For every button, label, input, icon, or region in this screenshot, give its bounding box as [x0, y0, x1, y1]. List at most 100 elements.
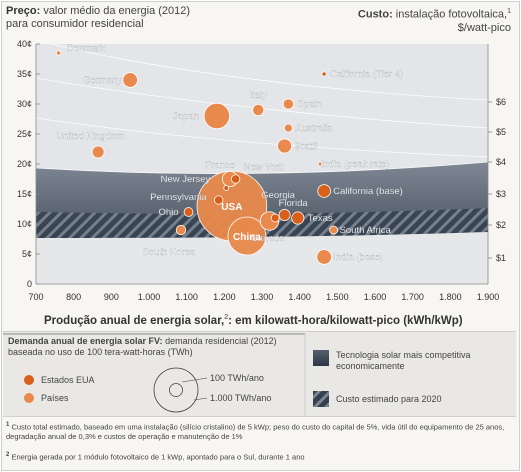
y2-tick-label: $5 [496, 127, 506, 137]
x-tick-label: 900 [104, 292, 119, 302]
x-axis-title-rest: : em kilowatt-hora/kilowatt-pico (kWh/kW… [228, 314, 463, 327]
label-india-peak-rate: India (peak rate) [320, 159, 389, 170]
iso-cost-curve-1 [35, 39, 489, 101]
y-tick-label: 35¢ [17, 69, 32, 79]
label-georgia: Georgia [261, 190, 296, 201]
x-tick-label: 1.300 [251, 292, 274, 302]
bubble-brazil [277, 138, 293, 154]
y-tick-label: 15¢ [17, 189, 32, 199]
x-tick-label: 1.100 [175, 292, 198, 302]
y-axis-title-bold: Preço: [6, 5, 41, 17]
plot-area-lower [36, 232, 488, 284]
legend-competitive-label: Tecnologia solar mais competitiva econom… [336, 350, 471, 371]
x-tick-label: 1.800 [439, 292, 462, 302]
label-california-tier-4: California (Tier 4) [330, 69, 403, 80]
legend-us-states-label: Estados EUA [41, 375, 95, 385]
bubble-florida [278, 208, 291, 222]
footnote-1-text: Custo total estimado, baseado em uma ins… [6, 422, 505, 442]
bubble-spain [282, 98, 294, 110]
y-tick-label: 40¢ [17, 39, 32, 49]
y2-axis-title-sup: 1 [507, 8, 511, 15]
legend: Demanda anual de energia solar FV: deman… [3, 331, 516, 417]
y2-tick-label: $2 [496, 220, 506, 230]
footnote-2-number: 2 [6, 452, 10, 458]
label-denmark: Denmark [67, 43, 106, 54]
bubble-japan [203, 102, 230, 130]
bubble-texas [291, 211, 305, 225]
y-axis-title-line2: para consumidor residencial [6, 18, 144, 30]
bubble-new-york [230, 174, 241, 184]
x-axis-title-sup: 2 [224, 314, 229, 321]
legend-2020-label: Custo estimado para 2020 [336, 394, 442, 404]
bubble-united-kingdom [91, 145, 105, 159]
y2-tick-label: $3 [496, 189, 506, 199]
footnote-1: 1 Custo total estimado, baseado em uma i… [6, 421, 511, 442]
label-spain: Spain [297, 99, 321, 110]
label-india-base: India (base) [333, 252, 383, 263]
label-italy: Italy [250, 90, 268, 101]
label-australia: Australia [295, 123, 333, 134]
legend-state-marker [24, 375, 34, 385]
x-tick-label: 1.500 [326, 292, 349, 302]
legend-graphics [3, 333, 329, 416]
bubble-pennsylvania [214, 195, 224, 205]
label-germany: Germany [83, 75, 122, 86]
bubble-new-jersey [223, 185, 230, 191]
footnote-2-text: Energia gerada por 1 módulo fotovoltaico… [11, 452, 305, 462]
footnote-2: 2 Energia gerada por 1 módulo fotovoltai… [6, 451, 511, 462]
label-new-york: New York [244, 162, 284, 173]
label-south-africa: South Africa [340, 225, 392, 236]
bubble-germany [122, 72, 138, 88]
bubble-italy [252, 103, 265, 117]
y2-axis-title-line2: $/watt-pico [457, 21, 511, 34]
iso-cost-curve-3 [35, 117, 489, 158]
legend-demand-title: Demanda anual de energia solar FV: deman… [8, 336, 308, 358]
x-tick-label: 1.200 [213, 292, 236, 302]
bubble-california-base [317, 184, 331, 198]
y-tick-label: 0 [27, 279, 32, 289]
label-california-base: California (base) [333, 186, 403, 197]
x-tick-label: 1.600 [364, 292, 387, 302]
y2-axis-title-rest: instalação fotovoltaica, [395, 8, 508, 21]
y-tick-label: 10¢ [17, 219, 32, 229]
y2-axis-title: Custo: instalação fotovoltaica,1 $/watt-… [358, 5, 511, 35]
label-france: France [205, 160, 235, 171]
label-pennsylvania: Pennsylvania [150, 192, 207, 203]
y-axis-title-rest: valor médio da energia (2012) [43, 5, 191, 17]
bubble-china [227, 216, 267, 256]
label-texas: Texas [308, 213, 333, 224]
label-brazil: Brazil [295, 141, 319, 152]
bubble-india-peak-rate [317, 161, 323, 167]
y2-tick-label: $6 [496, 97, 506, 107]
x-tick-label: 700 [28, 292, 43, 302]
legend-demand-rest: demanda residencial (2012) baseada no us… [8, 336, 277, 357]
bubble-california-tier-4 [321, 71, 327, 77]
x-tick-label: 800 [66, 292, 81, 302]
legend-demand-bold: Demanda anual de energia solar FV: [8, 336, 163, 346]
scatter-chart: 700 800 900 1.000 1.100 1.200 1.300 1.400 1.500 1… [17, 39, 506, 302]
label-florida: Florida [279, 198, 309, 209]
y-tick-label: 30¢ [17, 99, 32, 109]
x-tick-label: 1.400 [288, 292, 311, 302]
legend-size-large-label: 1.000 TWh/ano [210, 393, 272, 403]
y-tick-label: 25¢ [17, 129, 32, 139]
y2-axis-title-bold: Custo: [357, 8, 393, 21]
legend-competitive-swatch [313, 350, 329, 366]
x-tick-label: 1.000 [138, 292, 161, 302]
iso-cost-curve-2 [35, 77, 489, 129]
y-tick-label: 20¢ [17, 159, 32, 169]
bubble-denmark [55, 50, 62, 56]
x-axis-title: Produção anual de energia solar,2: em ki… [44, 314, 463, 327]
legend-2020-swatch [313, 391, 329, 407]
y-tick-label: 5¢ [22, 249, 32, 259]
legend-size-small-circle [169, 383, 183, 397]
bubble-india-base [316, 249, 332, 265]
label-japan: Japan [173, 111, 199, 122]
legend-size-large-leader [193, 397, 208, 401]
label-united-kingdom: United Kingdom [56, 131, 124, 142]
label-canada: Canada [251, 233, 285, 244]
legend-size-large-circle [153, 367, 199, 413]
legend-countries-label: Países [41, 393, 69, 403]
label-china: China [233, 232, 261, 243]
bubble-south-africa [329, 225, 338, 235]
